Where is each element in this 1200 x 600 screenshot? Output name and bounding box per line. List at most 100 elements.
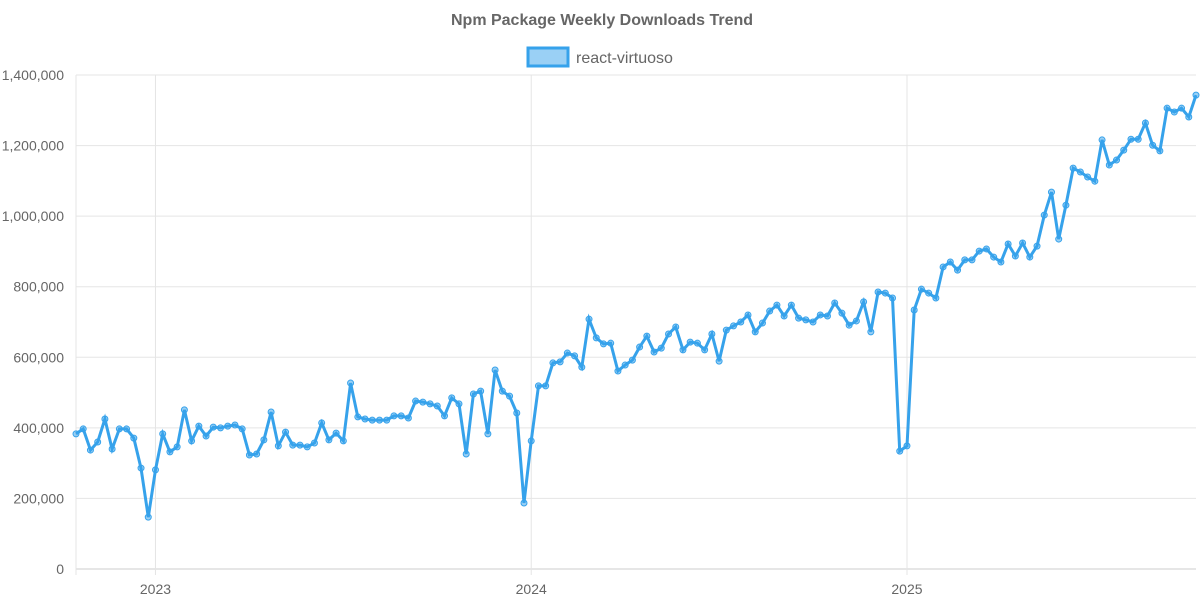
data-point (954, 266, 962, 274)
data-point (159, 430, 167, 438)
data-point (708, 330, 716, 338)
data-point (1004, 240, 1012, 248)
data-point (1055, 235, 1063, 243)
data-point (498, 387, 506, 395)
legend-item-react-virtuoso[interactable]: react-virtuoso (526, 46, 673, 68)
data-point (607, 339, 615, 347)
chart-title: Npm Package Weekly Downloads Trend (451, 12, 753, 29)
data-point (1149, 141, 1157, 149)
data-point (860, 298, 868, 306)
data-point (1178, 104, 1186, 112)
data-point (527, 437, 535, 445)
data-point (556, 358, 564, 366)
data-point (889, 294, 897, 302)
data-point (347, 379, 355, 387)
data-point (925, 289, 933, 297)
data-point (903, 442, 911, 450)
data-point (730, 322, 738, 330)
data-point (245, 451, 253, 459)
legend-label: react-virtuoso (576, 50, 673, 67)
data-point (484, 430, 492, 438)
data-point (1170, 108, 1178, 116)
data-point (867, 328, 875, 336)
data-point (397, 412, 405, 420)
data-point (773, 301, 781, 309)
data-point (1033, 242, 1041, 250)
data-point (917, 285, 925, 293)
data-point (108, 445, 116, 453)
data-point (433, 402, 441, 410)
data-point (939, 263, 947, 271)
data-point (1192, 91, 1200, 99)
data-point (375, 416, 383, 424)
data-point (188, 437, 196, 445)
data-point (1026, 253, 1034, 261)
data-point (318, 419, 326, 427)
data-point (390, 412, 398, 420)
data-point (173, 443, 181, 451)
data-point (441, 412, 449, 420)
data-point (130, 434, 138, 442)
x-tick-label: 2023 (140, 581, 171, 597)
data-point (715, 357, 723, 365)
data-point (831, 299, 839, 307)
data-point (838, 309, 846, 317)
data-point (650, 348, 658, 356)
data-point (614, 367, 622, 375)
data-point (549, 359, 557, 367)
data-point (282, 428, 290, 436)
data-point (94, 438, 102, 446)
y-axis-ticks: 0 200,000 400,000 600,000 800,000 1,000,000 1,… (2, 67, 65, 577)
data-point (260, 436, 268, 444)
data-point (361, 415, 369, 423)
data-point (1163, 104, 1171, 112)
data-point (383, 416, 391, 424)
data-point (780, 312, 788, 320)
data-point (1098, 136, 1106, 144)
data-point (1011, 252, 1019, 260)
data-point (1120, 146, 1128, 154)
data-point (643, 332, 651, 340)
data-point (166, 448, 174, 456)
data-point (665, 330, 673, 338)
x-tick-label: 2024 (516, 581, 547, 597)
data-point (1156, 147, 1164, 155)
data-point (231, 421, 239, 429)
data-point (982, 245, 990, 253)
data-point (180, 406, 188, 414)
data-point (845, 321, 853, 329)
data-point (224, 422, 232, 430)
data-point (419, 398, 427, 406)
data-point (274, 442, 282, 450)
data-point (202, 432, 210, 440)
data-point (1113, 156, 1121, 164)
data-point (1047, 188, 1055, 196)
x-tick-label: 2025 (891, 581, 922, 597)
data-point (968, 256, 976, 264)
data-point (787, 301, 795, 309)
data-point (1076, 168, 1084, 176)
data-point (426, 400, 434, 408)
data-point (1185, 113, 1193, 121)
data-point (289, 441, 297, 449)
data-point (123, 425, 131, 433)
series-react-virtuoso (72, 91, 1200, 521)
data-point (491, 366, 499, 374)
data-point (144, 513, 152, 521)
data-point (722, 326, 730, 334)
data-point (628, 356, 636, 364)
data-point (744, 311, 752, 319)
data-point (534, 382, 542, 390)
data-point (354, 413, 362, 421)
data-point (585, 315, 593, 323)
data-point (469, 390, 477, 398)
data-point (896, 447, 904, 455)
data-point (412, 397, 420, 405)
data-point (310, 439, 318, 447)
data-point (881, 289, 889, 297)
data-point (1134, 135, 1142, 143)
data-point (802, 316, 810, 324)
data-point (975, 247, 983, 255)
data-point (404, 414, 412, 422)
